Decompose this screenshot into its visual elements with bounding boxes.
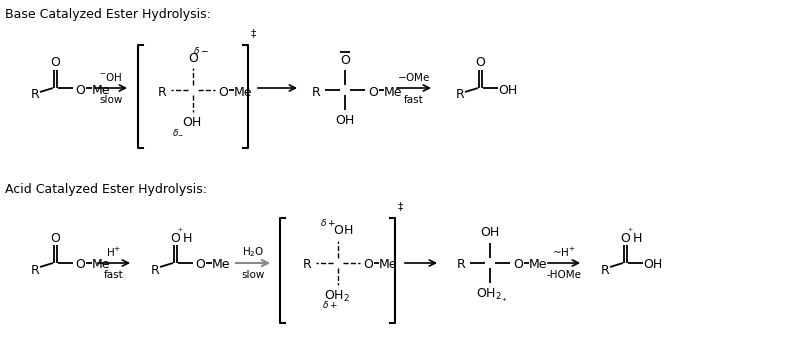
Text: $^{+}$: $^{+}$ (501, 297, 507, 305)
Text: OH: OH (498, 84, 518, 97)
Text: R: R (456, 258, 465, 272)
Text: Acid Catalyzed Ester Hydrolysis:: Acid Catalyzed Ester Hydrolysis: (5, 183, 207, 196)
Text: OH: OH (643, 258, 662, 272)
Text: R: R (303, 258, 312, 272)
Text: O: O (363, 258, 373, 272)
Text: H$_{2}$O: H$_{2}$O (242, 245, 264, 259)
Text: $^{+}$: $^{+}$ (176, 226, 184, 236)
Text: Me: Me (234, 86, 252, 99)
Text: O: O (50, 232, 60, 245)
Text: Base Catalyzed Ester Hydrolysis:: Base Catalyzed Ester Hydrolysis: (5, 8, 211, 21)
Text: O: O (620, 232, 630, 245)
Text: R: R (601, 264, 610, 277)
Text: $^{-}$OH: $^{-}$OH (99, 71, 122, 83)
Text: $-$OMe: $-$OMe (398, 71, 431, 83)
Text: O: O (75, 258, 85, 272)
Text: $\delta+$: $\delta+$ (320, 217, 336, 227)
Text: Me: Me (378, 258, 398, 272)
Text: O: O (195, 258, 205, 272)
Text: Me: Me (529, 258, 547, 272)
Text: ~H$^{+}$: ~H$^{+}$ (552, 245, 576, 259)
Text: O: O (188, 52, 198, 65)
Text: H: H (632, 232, 642, 245)
Text: slow: slow (99, 95, 122, 105)
Text: $\delta+$: $\delta+$ (322, 299, 338, 311)
Text: O: O (170, 232, 180, 245)
Text: OH: OH (480, 226, 499, 239)
Text: Me: Me (91, 84, 111, 97)
Text: $\delta-$: $\delta-$ (193, 45, 209, 55)
Text: OH$_{2}$: OH$_{2}$ (476, 286, 502, 302)
Text: O: O (340, 53, 350, 66)
Text: $^{‡}$: $^{‡}$ (397, 204, 404, 219)
Text: O: O (513, 258, 523, 272)
Text: O: O (368, 86, 378, 99)
Text: H$^{+}$: H$^{+}$ (107, 245, 122, 259)
Text: O: O (75, 84, 85, 97)
Text: O: O (475, 57, 485, 69)
Text: Me: Me (384, 86, 402, 99)
Text: R: R (150, 264, 159, 277)
Text: $^{+}$: $^{+}$ (626, 226, 634, 236)
Text: R: R (31, 264, 40, 277)
Text: O: O (333, 225, 343, 238)
Text: $^{‡}$: $^{‡}$ (250, 31, 258, 46)
Text: -HOMe: -HOMe (546, 270, 581, 280)
Text: H: H (343, 225, 353, 238)
Text: OH: OH (182, 117, 202, 130)
Text: R: R (157, 86, 166, 99)
Text: fast: fast (404, 95, 424, 105)
Text: H: H (182, 232, 192, 245)
Text: OH: OH (335, 114, 355, 127)
Text: $\delta_{-}$: $\delta_{-}$ (172, 127, 184, 137)
Text: Me: Me (91, 258, 111, 272)
Text: OH$_{2}$: OH$_{2}$ (324, 289, 350, 304)
Text: R: R (456, 88, 464, 101)
Text: Me: Me (211, 258, 231, 272)
Text: R: R (31, 88, 40, 101)
Text: fast: fast (104, 270, 124, 280)
Text: slow: slow (242, 270, 265, 280)
Text: R: R (312, 86, 320, 99)
Text: O: O (218, 86, 228, 99)
Text: O: O (50, 57, 60, 69)
